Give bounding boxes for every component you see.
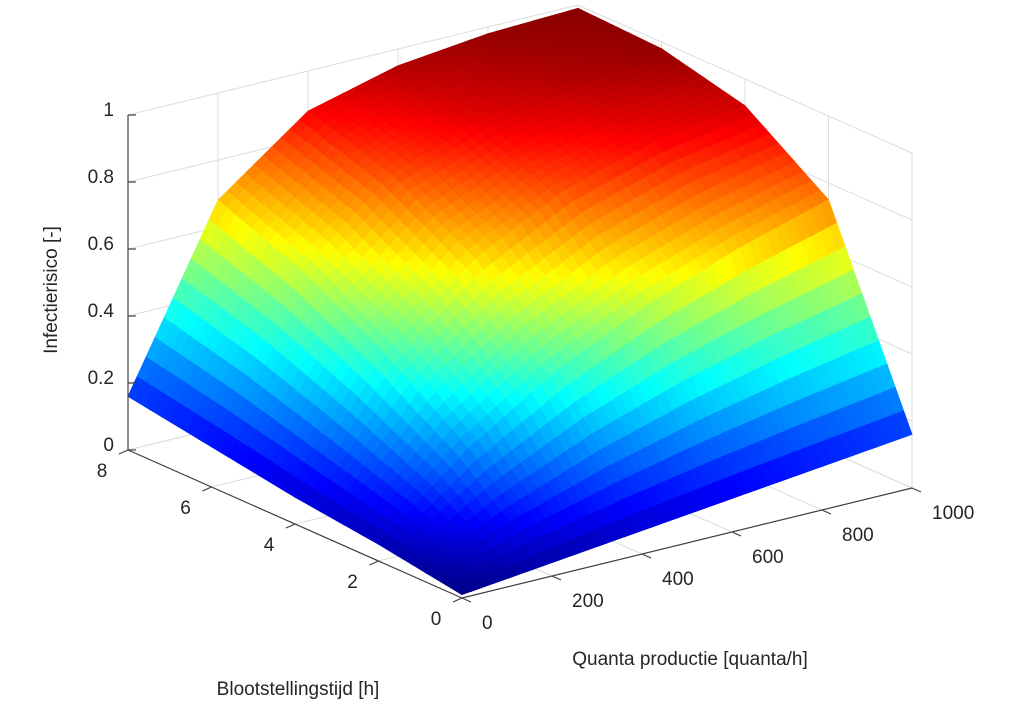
y-tick xyxy=(285,523,296,529)
y-tick-label: 0 xyxy=(431,609,442,630)
z-tick-label: 1 xyxy=(103,100,114,121)
y-tick xyxy=(202,486,212,492)
y-tick-label: 4 xyxy=(264,535,275,556)
x-tick-label: 400 xyxy=(662,569,694,590)
surface xyxy=(127,7,913,596)
y-tick-label: 2 xyxy=(347,572,358,593)
x-axis-line xyxy=(461,487,913,599)
x-axis-label: Quanta productie [quanta/h] xyxy=(572,649,808,670)
x-tick xyxy=(911,487,922,493)
z-tick-label: 0 xyxy=(103,435,114,456)
z-tick-label: 0.6 xyxy=(88,234,114,255)
z-tick-label: 0.2 xyxy=(88,368,114,389)
x-tick-label: 1000 xyxy=(932,503,974,524)
x-tick-label: 800 xyxy=(842,525,874,546)
z-axis-label: Infectierisico [-] xyxy=(41,226,62,354)
x-tick xyxy=(551,575,562,581)
y-tick-label: 6 xyxy=(180,498,191,519)
x-tick-label: 0 xyxy=(482,613,493,634)
z-grid-line xyxy=(127,4,579,116)
surface-patch xyxy=(452,585,472,596)
x-tick xyxy=(641,553,652,559)
y-axis-label: Blootstellingstijd [h] xyxy=(217,679,380,700)
y-tick xyxy=(452,597,463,603)
x-tick-label: 600 xyxy=(752,547,784,568)
x-tick xyxy=(461,597,472,603)
x-tick xyxy=(821,509,832,515)
x-tick xyxy=(731,531,742,537)
x-tick-label: 200 xyxy=(572,591,604,612)
z-tick-label: 0.8 xyxy=(88,167,114,188)
axes: 0 0.2 0.4 0.6 0.8 1 0 2 4 6 8 0 200 400 600 800 1000 xyxy=(88,100,975,634)
y-tick-label: 8 xyxy=(97,461,108,482)
z-tick-label: 0.4 xyxy=(88,301,115,322)
y-tick xyxy=(118,449,129,455)
y-tick xyxy=(369,560,379,566)
